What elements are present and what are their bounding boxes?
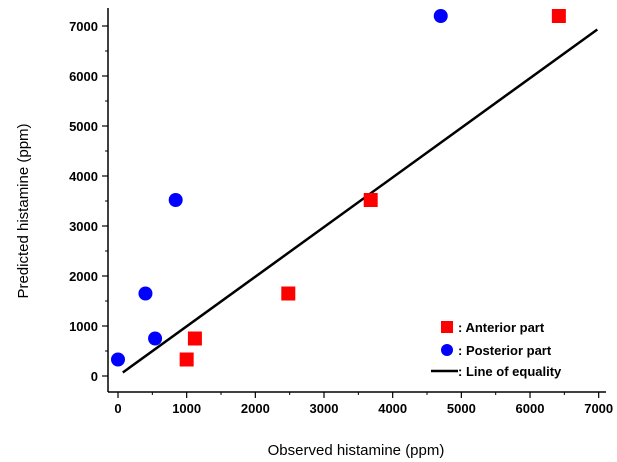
- y-tick-label: 3000: [69, 219, 98, 234]
- anterior-point: [281, 286, 296, 301]
- legend-square-marker: [441, 321, 453, 333]
- posterior-point: [433, 9, 448, 23]
- line-of-equality: [122, 28, 599, 374]
- x-tick-label: 0: [114, 401, 121, 416]
- y-tick-label: 7000: [69, 19, 98, 34]
- y-tick-label: 2000: [69, 269, 98, 284]
- legend-label-anterior: : Anterior part: [458, 320, 545, 335]
- x-tick-label: 2000: [241, 401, 270, 416]
- anterior-point: [187, 331, 202, 346]
- x-axis-title: Observed histamine (ppm): [268, 442, 445, 459]
- y-tick-label: 6000: [69, 69, 98, 84]
- posterior-point: [138, 286, 153, 301]
- y-tick-label: 0: [91, 369, 98, 384]
- legend-label-posterior: : Posterior part: [458, 343, 552, 358]
- posterior-point: [148, 331, 163, 346]
- y-axis-ticks: 0 1000 2000 3000 4000 5000 6000 7000: [69, 19, 108, 384]
- data-points: [111, 9, 566, 367]
- x-tick-label: 4000: [378, 401, 407, 416]
- y-tick-label: 4000: [69, 169, 98, 184]
- x-tick-label: 3000: [310, 401, 339, 416]
- x-tick-label: 7000: [584, 401, 613, 416]
- legend-label-equality: : Line of equality: [458, 364, 562, 379]
- anterior-point: [551, 9, 566, 23]
- x-tick-label: 6000: [516, 401, 545, 416]
- x-axis-ticks: 0 1000 2000 3000 4000 5000 6000 7000: [114, 392, 613, 416]
- legend: : Anterior part : Posterior part : Line of…: [431, 320, 562, 379]
- x-tick-label: 1000: [172, 401, 201, 416]
- y-tick-label: 1000: [69, 319, 98, 334]
- line-of-equality-path: [122, 28, 599, 374]
- posterior-point: [111, 352, 125, 367]
- y-axis-title: Predicted histamine (ppm): [15, 123, 32, 298]
- anterior-point: [179, 352, 194, 367]
- axes: [107, 8, 606, 393]
- x-tick-label: 5000: [447, 401, 476, 416]
- legend-circle-marker: [441, 344, 453, 356]
- anterior-point: [363, 193, 378, 207]
- y-tick-label: 5000: [69, 119, 98, 134]
- posterior-point: [168, 193, 183, 207]
